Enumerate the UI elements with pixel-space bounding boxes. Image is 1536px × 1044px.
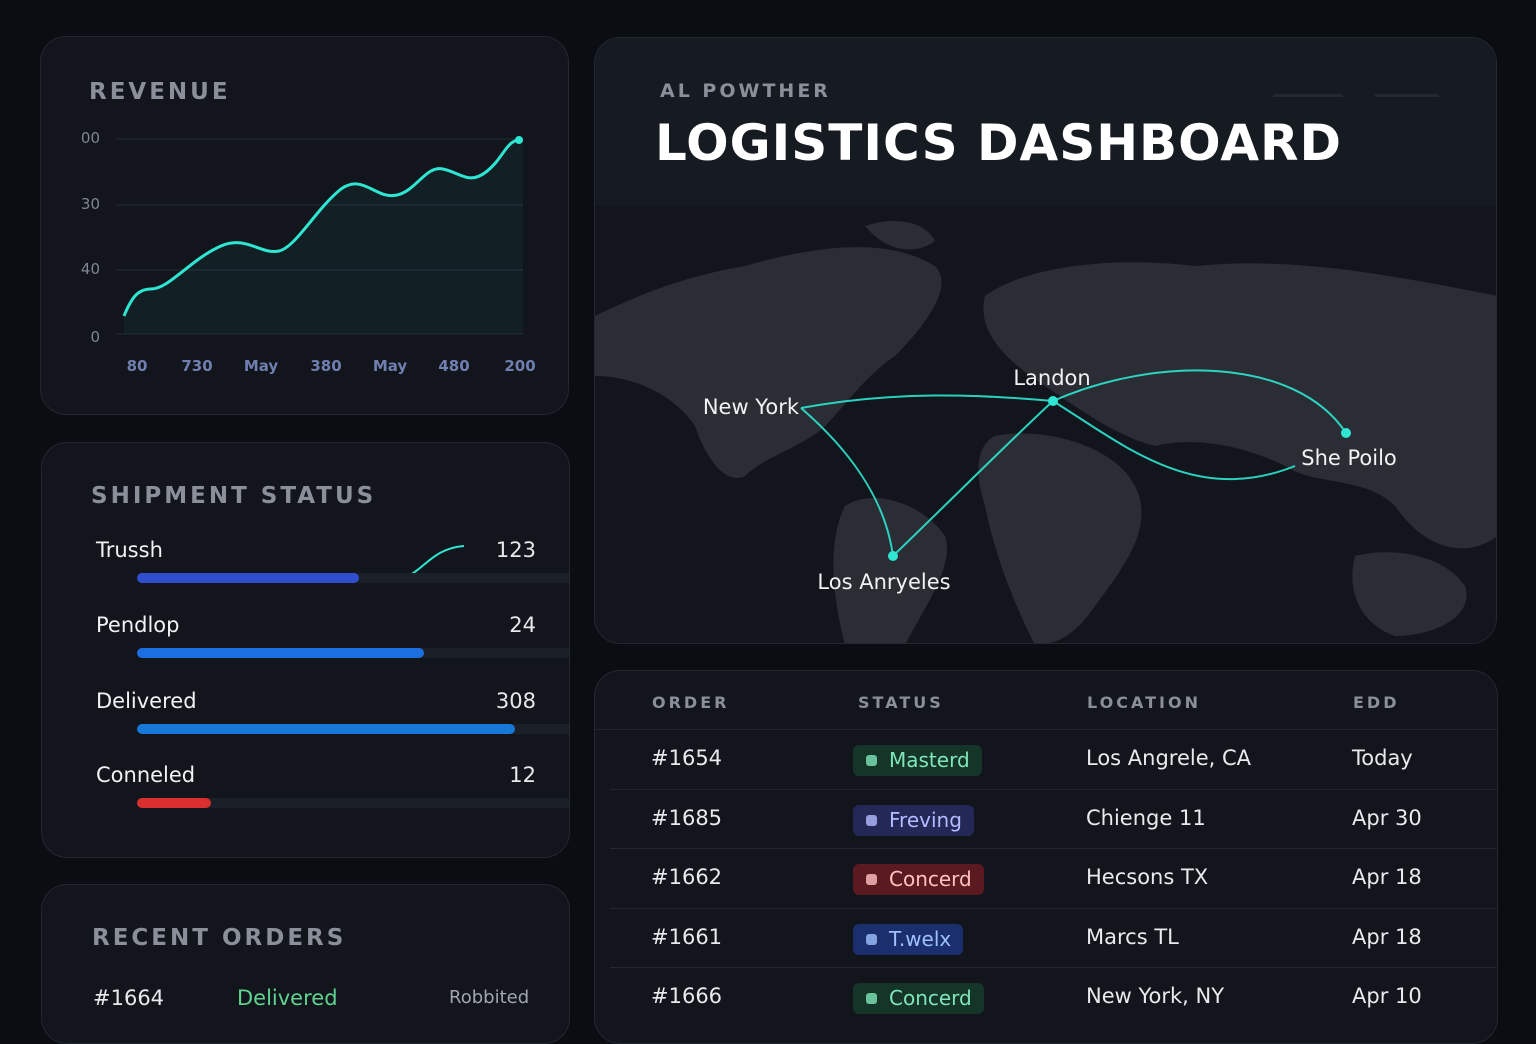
order-id: #1664: [93, 986, 165, 1010]
y-tick-label: 40: [80, 260, 100, 278]
status-value: 12: [509, 763, 536, 787]
x-tick-label: 480: [438, 357, 470, 375]
row-separator: [610, 788, 1497, 790]
city-label: New York: [703, 395, 800, 419]
column-header: EDD: [1353, 693, 1400, 712]
progress-fill: [137, 724, 515, 734]
status-value: 123: [495, 538, 536, 562]
progress-track: [137, 648, 569, 658]
city-label: She Poilo: [1301, 446, 1397, 470]
header-control: [1273, 76, 1343, 97]
y-tick-label: 0: [90, 328, 100, 346]
table-cell: #1654: [651, 746, 723, 770]
card-title: RECENT ORDERS: [92, 925, 347, 951]
status-value: 24: [509, 613, 536, 637]
table-cell: #1666: [651, 984, 723, 1008]
table-cell: Los Angrele, CA: [1086, 746, 1252, 770]
table-cell: Apr 30: [1352, 805, 1422, 830]
status-badge: Concerd: [853, 983, 984, 1014]
table-cell: #1685: [651, 805, 723, 830]
city-label: Landon: [1013, 366, 1090, 390]
progress-track: [137, 798, 569, 808]
x-tick-label: May: [243, 357, 279, 375]
status-label: Delivered: [96, 689, 197, 713]
status-badge: Masterd: [853, 745, 982, 776]
table-cell: Chienge 11: [1086, 805, 1206, 830]
progress-fill: [137, 798, 211, 808]
status-value: 308: [495, 689, 536, 713]
row-separator: [595, 729, 1497, 730]
recent-orders-card: RECENT ORDERS #1664 Delivered Robbited: [41, 884, 570, 1044]
routes: [800, 369, 1347, 557]
x-tick-label: 80: [126, 357, 148, 375]
world-map: New York Landon She Poilo Los Anryeles: [595, 221, 1496, 643]
header-control: [1375, 76, 1439, 97]
shipment-card: SHIPMENT STATUS Trussh 123 Pendlop 24 Delive…: [41, 442, 570, 858]
card-title: SHIPMENT STATUS: [91, 483, 377, 509]
city-dots: [888, 396, 1351, 561]
table-cell: #1662: [651, 865, 723, 889]
column-header: LOCATION: [1087, 693, 1201, 712]
row-separator: [610, 848, 1497, 849]
eyebrow: AL POWTHER: [660, 80, 831, 102]
table-cell: Today: [1352, 746, 1413, 770]
revenue-chart: [116, 136, 523, 335]
status-badge: Concerd: [853, 864, 984, 895]
page-title: LOGISTICS DASHBOARD: [655, 114, 1343, 172]
map-card: AL POWTHER LOGISTICS DASHBOARD New York …: [594, 37, 1497, 644]
order-status: Delivered: [237, 986, 338, 1010]
card-title: REVENUE: [89, 79, 231, 105]
column-header: STATUS: [858, 693, 944, 712]
y-tick-label: 30: [80, 195, 100, 213]
status-label: Conneled: [96, 763, 196, 787]
progress-fill: [137, 648, 424, 658]
revenue-card: REVENUE 00 30 40 0 80 730 May 380 May 480 200: [40, 36, 569, 415]
order-note: Robbited: [449, 987, 530, 1008]
status-label: Trussh: [96, 538, 163, 562]
table-cell: Hecsons TX: [1086, 865, 1209, 889]
city-label: Los Anryeles: [817, 570, 950, 594]
x-tick-label: 200: [504, 357, 536, 375]
progress-track: [137, 724, 569, 734]
table-cell: #1661: [651, 924, 723, 949]
status-badge: Freving: [853, 804, 974, 836]
continents: [595, 221, 1496, 643]
status-badge: T.welx: [853, 923, 964, 955]
table-cell: Apr 10: [1352, 984, 1422, 1008]
table-cell: Apr 18: [1352, 924, 1422, 949]
table-cell: Apr 18: [1352, 865, 1422, 889]
x-tick-label: 380: [310, 357, 342, 375]
orders-table: ORDER STATUS LOCATION EDD #1654 Masterd Los An…: [594, 670, 1498, 1044]
table-cell: New York, NY: [1086, 984, 1225, 1008]
column-header: ORDER: [652, 693, 730, 712]
row-separator: [610, 907, 1497, 909]
y-tick-label: 00: [80, 129, 100, 147]
revenue-end-dot: [515, 136, 523, 144]
row-separator: [610, 967, 1497, 968]
x-tick-label: 730: [181, 357, 213, 375]
progress-fill: [137, 573, 359, 583]
revenue-area: [124, 140, 523, 334]
revenue-line: [122, 138, 520, 317]
x-tick-label: May: [372, 357, 408, 375]
header-band: [595, 38, 1496, 206]
table-cell: Marcs TL: [1086, 924, 1179, 949]
status-label: Pendlop: [96, 613, 180, 637]
progress-track: [137, 573, 569, 583]
